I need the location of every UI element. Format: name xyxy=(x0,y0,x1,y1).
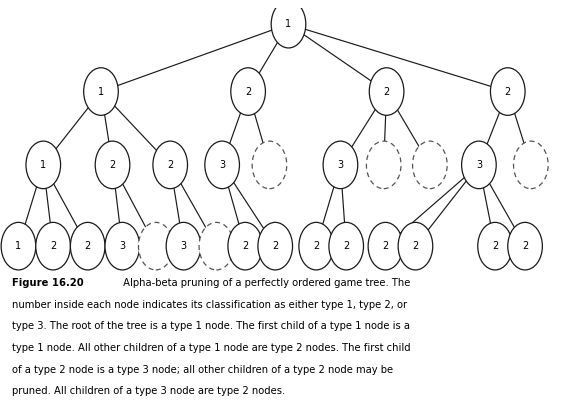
Text: 3: 3 xyxy=(476,160,482,170)
Ellipse shape xyxy=(228,222,263,270)
Text: 2: 2 xyxy=(413,241,418,251)
Text: type 1 node. All other children of a type 1 node are type 2 nodes. The first chi: type 1 node. All other children of a typ… xyxy=(12,343,410,353)
Ellipse shape xyxy=(153,141,188,189)
Ellipse shape xyxy=(490,68,525,115)
Ellipse shape xyxy=(368,222,403,270)
Text: 2: 2 xyxy=(313,241,319,251)
Ellipse shape xyxy=(138,222,173,270)
Ellipse shape xyxy=(478,222,512,270)
Text: 3: 3 xyxy=(181,241,186,251)
Text: 2: 2 xyxy=(85,241,91,251)
Ellipse shape xyxy=(508,222,542,270)
Text: 3: 3 xyxy=(119,241,125,251)
Text: Figure 16.20: Figure 16.20 xyxy=(12,278,83,288)
Text: 2: 2 xyxy=(50,241,56,251)
Ellipse shape xyxy=(462,141,496,189)
Ellipse shape xyxy=(1,222,36,270)
Ellipse shape xyxy=(398,222,433,270)
Text: of a type 2 node is a type 3 node; all other children of a type 2 node may be: of a type 2 node is a type 3 node; all o… xyxy=(12,364,393,375)
Text: 2: 2 xyxy=(384,87,389,97)
Ellipse shape xyxy=(299,222,334,270)
Ellipse shape xyxy=(323,141,358,189)
Ellipse shape xyxy=(70,222,105,270)
Ellipse shape xyxy=(26,141,61,189)
Text: pruned. All children of a type 3 node are type 2 nodes.: pruned. All children of a type 3 node ar… xyxy=(12,386,285,396)
Ellipse shape xyxy=(205,141,239,189)
Text: 2: 2 xyxy=(343,241,349,251)
Text: 2: 2 xyxy=(492,241,498,251)
Text: 2: 2 xyxy=(245,87,251,97)
Text: 2: 2 xyxy=(505,87,511,97)
Ellipse shape xyxy=(252,141,287,189)
Text: type 3. The root of the tree is a type 1 node. The first child of a type 1 node : type 3. The root of the tree is a type 1… xyxy=(12,321,410,331)
Text: number inside each node indicates its classification as either type 1, type 2, o: number inside each node indicates its cl… xyxy=(12,300,407,310)
Text: 2: 2 xyxy=(167,160,173,170)
Ellipse shape xyxy=(369,68,404,115)
Ellipse shape xyxy=(329,222,364,270)
Text: 3: 3 xyxy=(219,160,225,170)
Text: 1: 1 xyxy=(98,87,104,97)
Text: 2: 2 xyxy=(242,241,248,251)
Ellipse shape xyxy=(84,68,118,115)
Ellipse shape xyxy=(36,222,70,270)
Ellipse shape xyxy=(199,222,234,270)
Text: Alpha-beta pruning of a perfectly ordered game tree. The: Alpha-beta pruning of a perfectly ordere… xyxy=(119,278,410,288)
Text: 1: 1 xyxy=(16,241,21,251)
Text: 1: 1 xyxy=(286,19,291,29)
Ellipse shape xyxy=(258,222,293,270)
Ellipse shape xyxy=(271,0,306,48)
Ellipse shape xyxy=(105,222,140,270)
Ellipse shape xyxy=(413,141,447,189)
Text: 2: 2 xyxy=(522,241,528,251)
Text: 3: 3 xyxy=(338,160,343,170)
Ellipse shape xyxy=(366,141,401,189)
Text: 2: 2 xyxy=(110,160,115,170)
Ellipse shape xyxy=(95,141,130,189)
Text: 1: 1 xyxy=(40,160,46,170)
Text: 2: 2 xyxy=(383,241,388,251)
Ellipse shape xyxy=(514,141,548,189)
Ellipse shape xyxy=(166,222,201,270)
Ellipse shape xyxy=(231,68,265,115)
Text: 2: 2 xyxy=(272,241,278,251)
